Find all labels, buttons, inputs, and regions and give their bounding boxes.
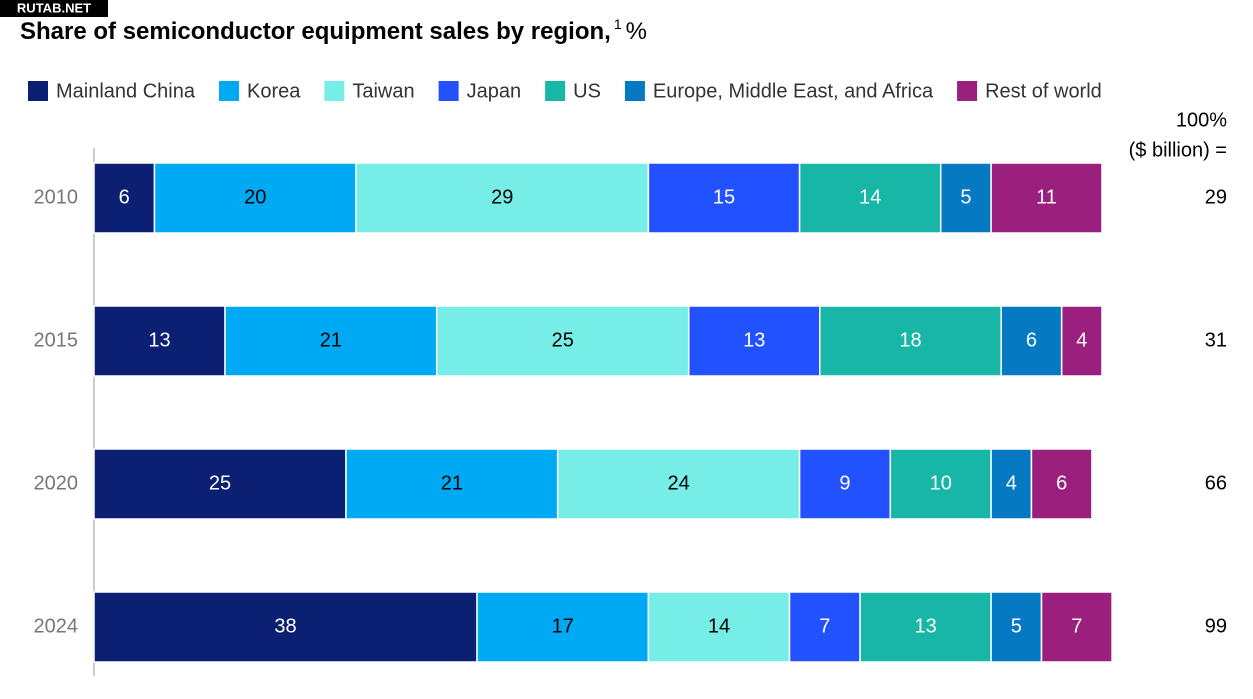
watermark-bg [0, 0, 108, 17]
bar-segment [476, 591, 650, 663]
total-label: 66 [1205, 472, 1227, 494]
y-tick-label: 2015 [34, 329, 79, 351]
data-label: 14 [708, 615, 730, 637]
totals-header: 100% [1176, 109, 1227, 131]
data-label: 25 [552, 329, 574, 351]
bar-segment [990, 448, 1033, 520]
total-label: 99 [1205, 615, 1227, 637]
data-label: 4 [1006, 472, 1017, 494]
legend-label: US [573, 80, 601, 102]
data-label: 9 [839, 472, 850, 494]
legend-swatch [218, 81, 239, 101]
data-label: 13 [743, 329, 765, 351]
totals-header: ($ billion) = [1129, 139, 1227, 161]
legend-swatch [545, 81, 566, 101]
data-label: 10 [930, 472, 952, 494]
legend-label: Taiwan [352, 80, 414, 102]
bar-segment [819, 305, 1002, 377]
legend-swatch [957, 81, 978, 101]
legend-label: Japan [467, 80, 522, 102]
bar-segment [355, 162, 650, 234]
legend-label: Rest of world [985, 80, 1102, 102]
bar-segment [556, 448, 801, 520]
legend: Mainland China Korea Taiwan Japan US Europe, … [28, 80, 1102, 102]
bar-segment [93, 591, 478, 663]
data-label: 14 [859, 186, 881, 208]
bar-segment [939, 162, 992, 234]
data-label: 38 [274, 615, 296, 637]
y-tick-label: 2020 [34, 472, 79, 494]
y-tick-label: 2010 [34, 186, 79, 208]
bar-segment [798, 448, 892, 520]
bar-segment [990, 591, 1043, 663]
legend-swatch [624, 81, 645, 101]
legend-swatch [438, 81, 459, 101]
data-label: 21 [320, 329, 342, 351]
bar-segment [435, 305, 690, 377]
bar-segment [1060, 305, 1103, 377]
legend-label: Europe, Middle East, and Africa [653, 80, 934, 102]
data-label: 18 [899, 329, 921, 351]
legend-swatch [28, 81, 48, 101]
bar-segment [788, 591, 861, 663]
legend-swatch [324, 81, 345, 101]
data-label: 7 [819, 615, 830, 637]
y-tick-label: 2024 [34, 615, 79, 637]
bar-segment [93, 448, 347, 520]
data-label: 7 [1071, 615, 1082, 637]
data-label: 29 [491, 186, 513, 208]
bar-segment [798, 162, 942, 234]
data-label: 5 [960, 186, 971, 208]
data-label: 24 [668, 472, 690, 494]
legend-label: Korea [247, 80, 301, 102]
bar-segment [859, 591, 992, 663]
data-label: 13 [148, 329, 170, 351]
total-label: 29 [1205, 186, 1227, 208]
legend-label: Mainland China [56, 80, 196, 102]
bar-segment [647, 591, 791, 663]
total-label: 31 [1205, 329, 1227, 351]
data-label: 25 [209, 472, 231, 494]
watermark: RUTAB.NET [17, 0, 91, 15]
data-label: 20 [244, 186, 266, 208]
data-label: 6 [1026, 329, 1037, 351]
bar-segment [1040, 591, 1113, 663]
chart-title: Share of semiconductor equipment sales b… [20, 16, 647, 46]
bar-segment [1030, 448, 1093, 520]
data-label: 13 [914, 615, 936, 637]
data-label: 21 [441, 472, 463, 494]
data-label: 5 [1011, 615, 1022, 637]
title-unit: % [626, 18, 647, 45]
bar-segment [647, 162, 801, 234]
bar-segment [153, 162, 357, 234]
data-label: 17 [552, 615, 574, 637]
data-label: 6 [1056, 472, 1067, 494]
data-label: 11 [1036, 186, 1057, 208]
bar-segment [345, 448, 559, 520]
data-label: 6 [119, 186, 130, 208]
data-label: 4 [1076, 329, 1087, 351]
bar-segment [990, 162, 1103, 234]
title-footnote: 1 [614, 16, 622, 32]
data-label: 15 [713, 186, 735, 208]
title-text: Share of semiconductor equipment sales b… [20, 18, 611, 45]
